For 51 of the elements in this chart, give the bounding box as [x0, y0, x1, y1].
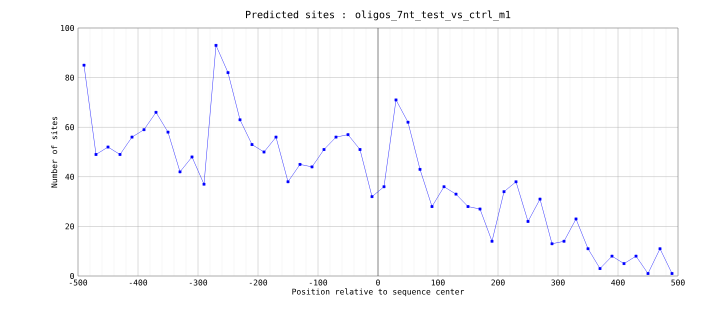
point	[658, 247, 662, 250]
point	[322, 148, 326, 151]
point	[670, 272, 674, 275]
point	[562, 240, 566, 243]
point	[238, 118, 242, 122]
point	[94, 153, 98, 156]
point	[502, 190, 506, 194]
point	[310, 165, 314, 168]
point	[154, 110, 158, 114]
point	[274, 136, 278, 139]
point	[550, 242, 554, 246]
point	[610, 254, 614, 258]
point	[202, 182, 206, 186]
point	[358, 148, 362, 151]
point	[406, 120, 410, 124]
point	[298, 163, 302, 166]
point	[166, 130, 170, 134]
point	[418, 168, 422, 171]
point	[370, 195, 374, 198]
point	[430, 205, 434, 208]
point	[538, 198, 542, 201]
point	[250, 143, 254, 146]
point	[514, 180, 518, 184]
point	[334, 136, 338, 139]
point	[622, 262, 626, 265]
point	[574, 218, 578, 220]
point	[262, 150, 266, 154]
point	[454, 192, 458, 196]
point	[586, 247, 590, 250]
point	[346, 133, 350, 136]
point	[190, 156, 194, 158]
point	[526, 220, 530, 223]
point	[286, 180, 290, 184]
point	[442, 185, 446, 188]
point	[82, 64, 86, 67]
point	[646, 272, 650, 275]
point	[226, 71, 230, 74]
point	[382, 185, 386, 188]
point	[490, 240, 494, 243]
point	[178, 170, 182, 174]
point	[106, 146, 110, 148]
point	[394, 98, 398, 102]
point	[130, 136, 134, 139]
chart-title: Predicted sites : oligos_7nt_test_vs_ctrl_m1	[246, 10, 510, 20]
point	[142, 128, 146, 132]
point	[634, 254, 638, 258]
point	[478, 208, 482, 210]
point	[598, 267, 602, 270]
point	[214, 44, 218, 47]
point	[118, 153, 122, 156]
point	[466, 205, 470, 208]
